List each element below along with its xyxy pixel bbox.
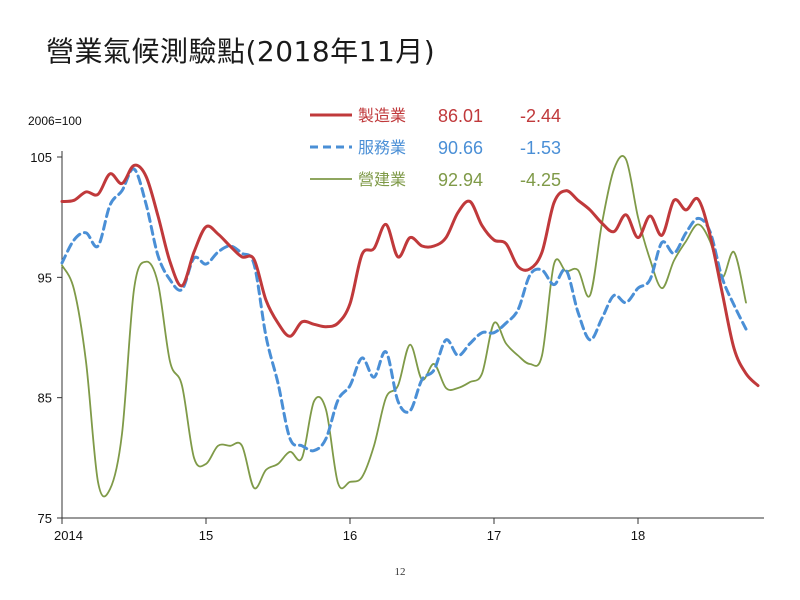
y-axis-unit-label: 2006=100 bbox=[28, 114, 82, 128]
x-tick-label: 16 bbox=[343, 528, 357, 543]
chart-legend: 製造業 86.01 -2.44 服務業 90.66 -1.53 營建業 92.94 -4.25 bbox=[310, 106, 561, 190]
series-services-legend-value: 90.66 bbox=[438, 138, 483, 158]
chart-series bbox=[60, 155, 760, 498]
page-title: 營業氣候測驗點(2018年11月) bbox=[46, 35, 436, 68]
y-axis-ticks: 105 95 85 75 bbox=[30, 150, 62, 526]
x-tick-label: 18 bbox=[631, 528, 645, 543]
series-construction-legend-name: 營建業 bbox=[358, 170, 406, 189]
x-tick-label: 17 bbox=[487, 528, 501, 543]
series-manufacturing-legend-value: 86.01 bbox=[438, 106, 483, 126]
series-services-legend-name: 服務業 bbox=[358, 138, 406, 157]
x-tick-label: 2014 bbox=[54, 528, 83, 543]
series-construction-legend-change: -4.25 bbox=[520, 170, 561, 190]
x-axis-ticks: 2014 15 16 17 18 bbox=[54, 518, 645, 543]
series-manufacturing-legend-name: 製造業 bbox=[358, 106, 406, 125]
y-tick-label: 85 bbox=[38, 391, 52, 406]
page-number: 12 bbox=[394, 566, 406, 578]
series-construction-line bbox=[61, 155, 747, 498]
series-construction-legend-value: 92.94 bbox=[438, 170, 483, 190]
y-tick-label: 75 bbox=[38, 511, 52, 526]
series-services-line bbox=[60, 167, 748, 453]
y-tick-label: 95 bbox=[38, 270, 52, 285]
y-tick-label: 105 bbox=[30, 150, 52, 165]
series-manufacturing-legend-change: -2.44 bbox=[520, 106, 561, 126]
x-tick-label: 15 bbox=[199, 528, 213, 543]
series-manufacturing-line bbox=[60, 163, 760, 388]
series-services-legend-change: -1.53 bbox=[520, 138, 561, 158]
chart-axes bbox=[61, 151, 764, 519]
